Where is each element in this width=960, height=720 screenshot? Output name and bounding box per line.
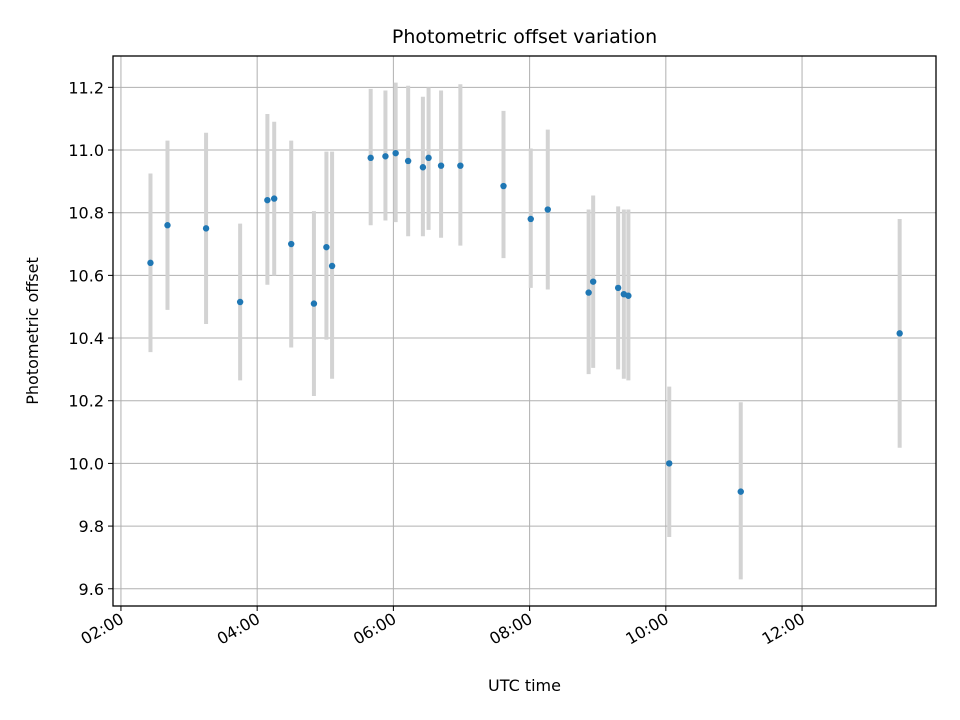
- data-point: [500, 182, 507, 190]
- data-point: [270, 195, 278, 202]
- data-point: [323, 243, 330, 251]
- y-tick-label: 10.8: [68, 204, 104, 223]
- y-tick-label: 10.2: [68, 392, 104, 411]
- data-point: [585, 289, 592, 296]
- data-point: [147, 259, 154, 267]
- x-axis-label: UTC time: [488, 676, 561, 695]
- y-tick-label: 11.0: [68, 141, 104, 160]
- chart-title: Photometric offset variation: [392, 26, 657, 48]
- data-point: [264, 196, 271, 204]
- data-point: [457, 162, 464, 169]
- data-point: [288, 240, 295, 248]
- data-point: [589, 278, 597, 285]
- plot-frame: [112, 55, 937, 607]
- y-axis-label: Photometric offset: [23, 257, 42, 405]
- data-point: [896, 330, 903, 337]
- data-point: [625, 292, 632, 299]
- data-point: [328, 262, 336, 270]
- y-tick-label: 9.6: [79, 580, 104, 599]
- data-point: [544, 206, 551, 213]
- y-tick-label: 11.2: [68, 78, 104, 97]
- data-point: [164, 222, 171, 229]
- data-point: [737, 488, 744, 495]
- data-point: [367, 154, 374, 162]
- data-point: [392, 149, 399, 157]
- y-axis-ticks: 9.6 9.8 10.0 10.2 10.4 10.6 10.8 11.0 11.2: [68, 78, 113, 599]
- data-point: [614, 284, 622, 292]
- data-point: [666, 460, 673, 467]
- y-tick-label: 10.4: [68, 329, 104, 348]
- y-tick-label: 9.8: [79, 517, 104, 536]
- y-tick-label: 10.6: [68, 266, 104, 285]
- data-point: [527, 215, 534, 223]
- data-point: [425, 154, 432, 162]
- data-point: [419, 164, 427, 171]
- data-point: [382, 153, 389, 160]
- data-point: [202, 225, 210, 232]
- data-point: [236, 298, 244, 306]
- data-point: [404, 157, 412, 165]
- data-point: [437, 162, 445, 169]
- data-point: [310, 300, 318, 307]
- y-tick-label: 10.0: [68, 454, 104, 473]
- grid: [113, 56, 936, 606]
- data-points: [147, 149, 903, 495]
